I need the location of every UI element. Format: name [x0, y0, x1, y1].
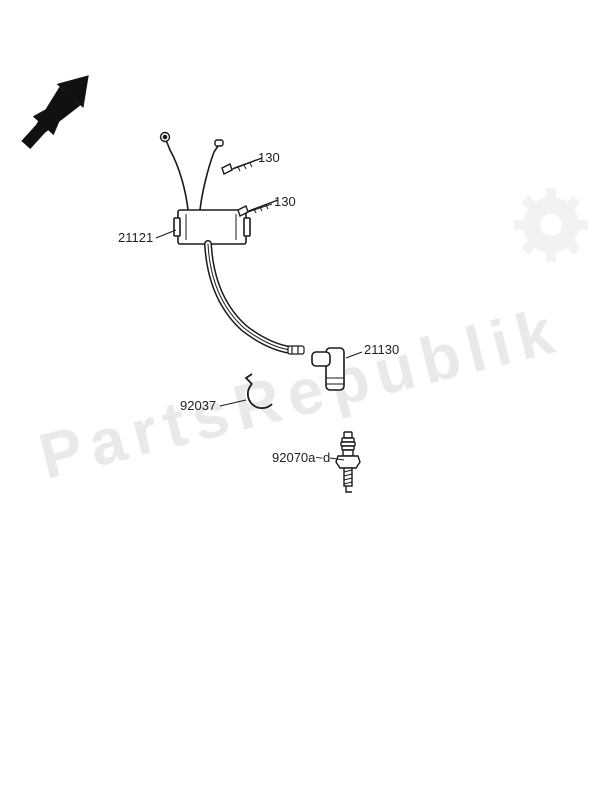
callout-21121: 21121	[118, 230, 153, 245]
ht-lead-tip	[288, 346, 304, 354]
callout-21130: 21130	[364, 342, 399, 357]
coil-lead-wires	[166, 140, 218, 210]
bullet-terminal-icon	[215, 140, 223, 146]
ht-lead	[208, 244, 290, 350]
spark-plug-cap	[312, 348, 344, 390]
diagram-stage: PartsRepublik	[0, 0, 600, 785]
mounting-bolt-bottom	[238, 200, 278, 216]
wire-clamp	[246, 374, 272, 408]
spark-plug	[336, 432, 360, 492]
ignition-coil	[174, 210, 250, 244]
callout-92037: 92037	[180, 398, 216, 413]
parts-diagram	[0, 0, 600, 785]
callout-130a: 130	[258, 150, 280, 165]
ring-terminal-icon	[161, 133, 170, 142]
callout-92070: 92070a~d	[272, 450, 330, 465]
callout-130b: 130	[274, 194, 296, 209]
